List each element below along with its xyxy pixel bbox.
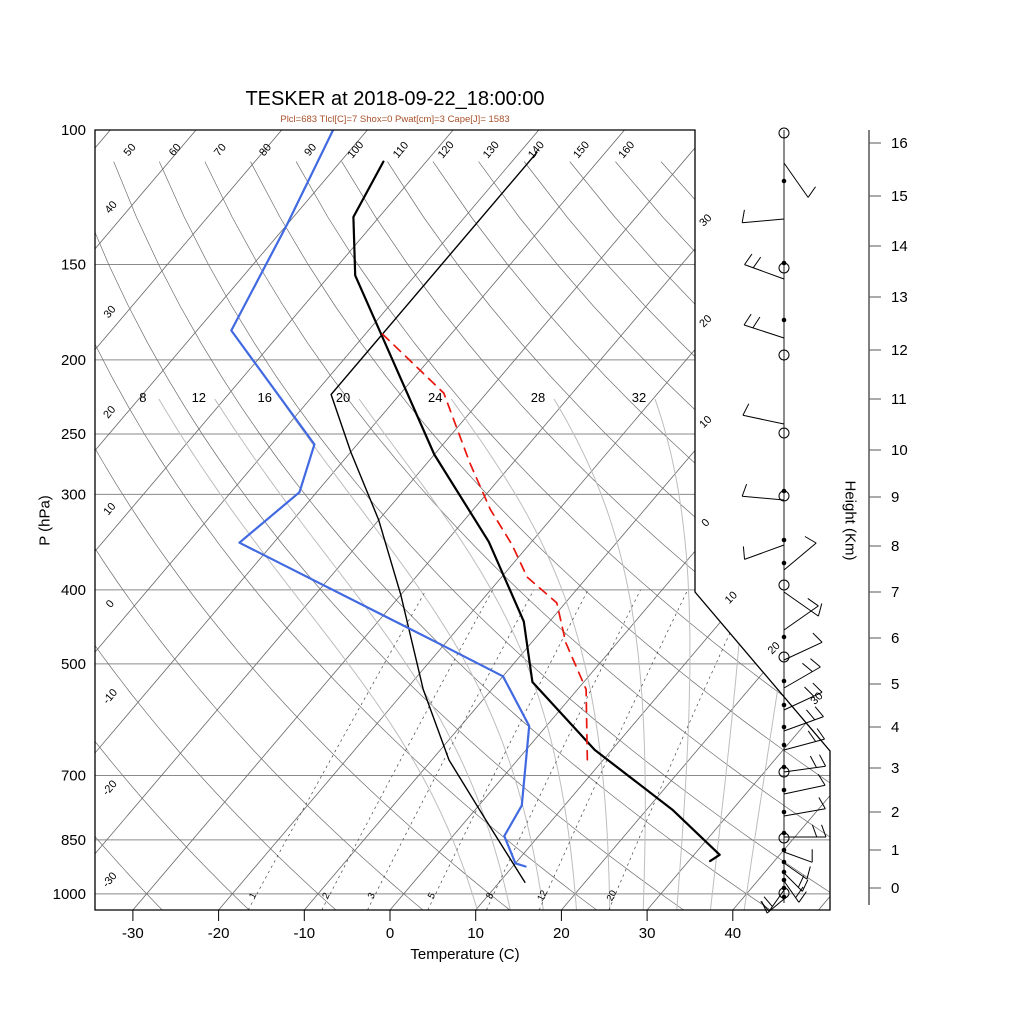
svg-text:20: 20: [605, 889, 620, 904]
svg-text:140: 140: [526, 139, 547, 161]
svg-text:16: 16: [258, 390, 272, 405]
svg-text:90: 90: [302, 142, 319, 159]
svg-text:-20: -20: [208, 925, 230, 942]
plot-outline: [94, 129, 831, 911]
svg-text:5: 5: [426, 891, 438, 901]
svg-text:8: 8: [139, 390, 146, 405]
pressure-gridlines: [95, 264, 830, 895]
svg-text:10: 10: [723, 589, 740, 606]
temperature-curve: [352, 160, 721, 863]
parcel-path-curve: [381, 333, 589, 765]
svg-text:150: 150: [61, 257, 86, 274]
dry-adiabats-group: [95, 161, 830, 910]
svg-text:11: 11: [891, 391, 907, 408]
plot-area: [95, 130, 830, 910]
svg-text:30: 30: [639, 925, 656, 942]
svg-text:110: 110: [391, 139, 411, 160]
svg-text:1: 1: [891, 842, 899, 859]
svg-text:20: 20: [101, 404, 118, 421]
svg-text:0: 0: [699, 517, 712, 530]
svg-text:400: 400: [61, 582, 86, 599]
svg-text:50: 50: [122, 142, 139, 159]
svg-text:30: 30: [102, 304, 119, 321]
svg-text:15: 15: [891, 188, 908, 205]
svg-text:100: 100: [61, 122, 86, 139]
svg-text:10: 10: [467, 925, 484, 942]
svg-text:12: 12: [891, 342, 908, 359]
svg-text:12: 12: [535, 889, 550, 904]
svg-text:300: 300: [61, 486, 86, 503]
svg-text:-10: -10: [101, 687, 120, 707]
svg-text:5: 5: [891, 676, 899, 693]
svg-text:100: 100: [345, 139, 366, 161]
svg-text:-10: -10: [293, 925, 315, 942]
svg-text:40: 40: [103, 199, 120, 216]
svg-text:-30: -30: [100, 870, 119, 890]
svg-text:70: 70: [212, 142, 229, 159]
background-labels: 50 60 70 80 90 100 110 120 130 140 150 160403020100…: [100, 139, 825, 903]
svg-text:13: 13: [891, 289, 908, 306]
svg-text:10: 10: [891, 442, 908, 459]
svg-text:20: 20: [336, 390, 350, 405]
wind-barbs: [741, 127, 827, 914]
svg-text:28: 28: [531, 390, 545, 405]
svg-text:160: 160: [616, 139, 637, 161]
svg-text:4: 4: [891, 719, 899, 736]
sounding-curves: [230, 130, 721, 883]
pressure-axis: 100 150 200 250 300 400 500 700 850 1000: [53, 122, 86, 903]
chart-subtitle: Plcl=683 Tlcl[C]=7 Shox=0 Pwat[cm]=3 Cap…: [280, 114, 510, 125]
svg-text:700: 700: [61, 767, 86, 784]
svg-text:7: 7: [891, 584, 899, 601]
dewpoint-curve: [230, 130, 531, 868]
svg-text:10: 10: [697, 414, 714, 431]
svg-text:30: 30: [697, 212, 714, 229]
svg-text:120: 120: [436, 139, 457, 161]
svg-text:16: 16: [891, 135, 908, 152]
svg-text:2: 2: [320, 891, 332, 901]
svg-text:250: 250: [61, 426, 86, 443]
svg-text:150: 150: [571, 139, 592, 161]
svg-text:24: 24: [428, 390, 442, 405]
svg-text:60: 60: [167, 142, 184, 159]
svg-text:6: 6: [891, 630, 899, 647]
svg-text:0: 0: [386, 925, 394, 942]
svg-text:1: 1: [247, 891, 259, 901]
svg-text:8: 8: [891, 538, 899, 555]
svg-text:9: 9: [891, 489, 899, 506]
svg-text:-20: -20: [100, 778, 119, 798]
svg-text:130: 130: [481, 139, 502, 161]
svg-text:14: 14: [891, 238, 908, 255]
temperature-axis: -30 -20 -10 0 10 20 30 40: [122, 910, 741, 942]
wet-bulb-curve: [330, 151, 538, 883]
temperature-axis-title: Temperature (C): [410, 946, 520, 963]
svg-text:0: 0: [891, 880, 899, 897]
chart-title: TESKER at 2018-09-22_18:00:00: [245, 88, 545, 110]
moist-adiabats-group: [158, 398, 815, 910]
svg-text:8: 8: [484, 891, 496, 901]
mixing-ratio-group: [247, 589, 751, 910]
svg-text:3: 3: [891, 760, 899, 777]
svg-text:0: 0: [104, 598, 117, 610]
svg-text:12: 12: [192, 390, 206, 405]
svg-text:1000: 1000: [53, 886, 86, 903]
svg-text:200: 200: [61, 352, 86, 369]
svg-text:3: 3: [366, 891, 378, 901]
svg-text:20: 20: [553, 925, 570, 942]
svg-text:10: 10: [101, 501, 118, 518]
svg-text:-30: -30: [122, 925, 144, 942]
svg-text:40: 40: [724, 925, 741, 942]
svg-text:32: 32: [632, 390, 646, 405]
svg-text:2: 2: [891, 804, 899, 821]
svg-text:500: 500: [61, 656, 86, 673]
svg-text:20: 20: [697, 313, 714, 330]
svg-text:850: 850: [61, 832, 86, 849]
